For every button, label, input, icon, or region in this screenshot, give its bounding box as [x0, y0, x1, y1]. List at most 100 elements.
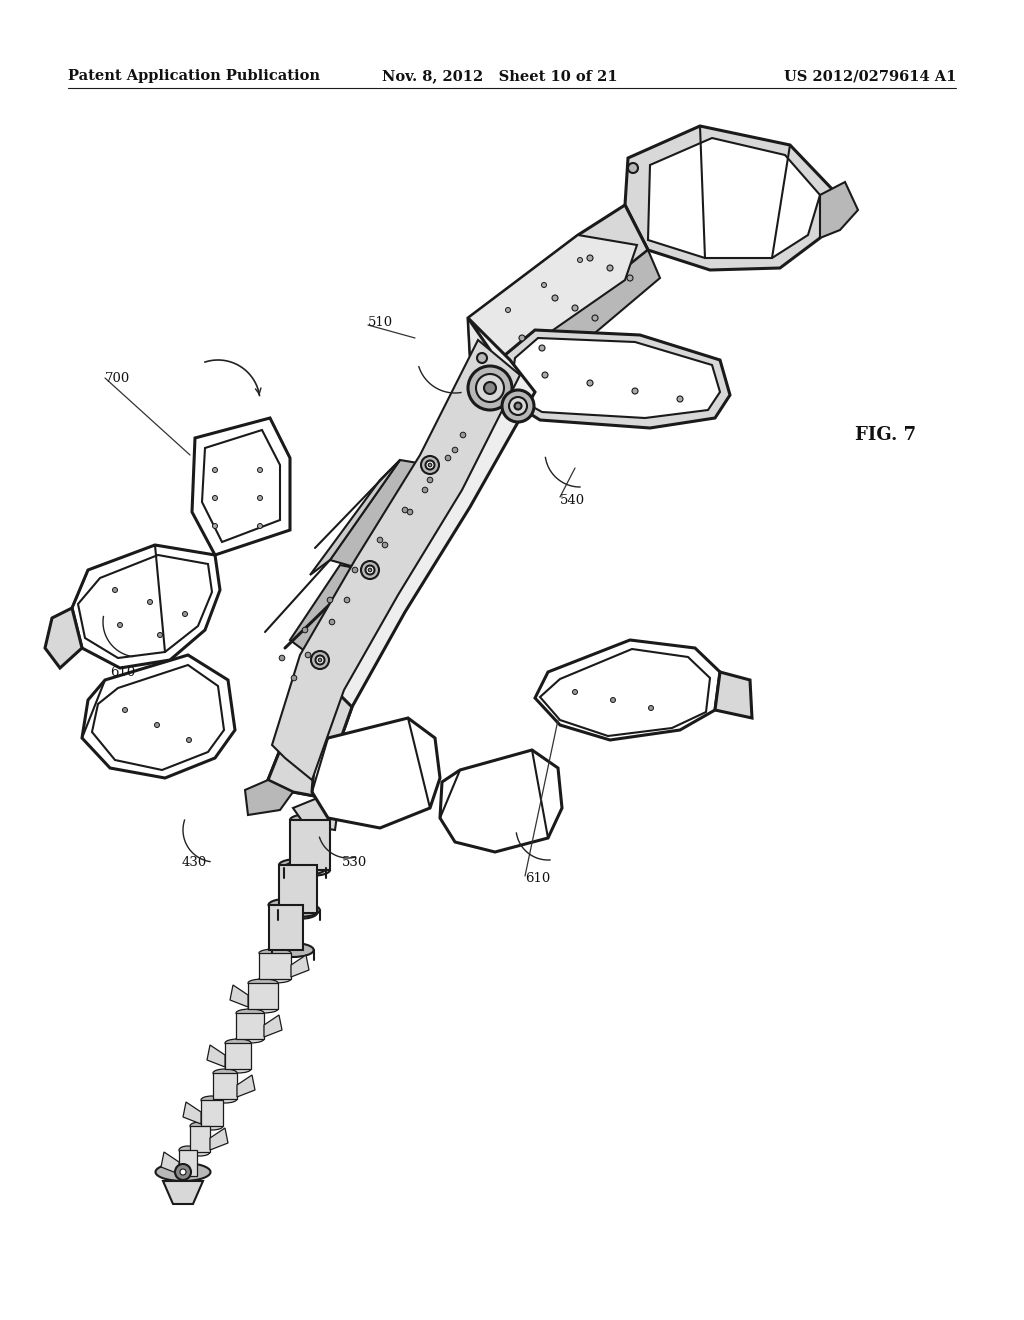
Text: Patent Application Publication: Patent Application Publication: [68, 69, 319, 83]
Text: FIG. 7: FIG. 7: [855, 426, 916, 444]
Circle shape: [502, 389, 534, 422]
Circle shape: [476, 374, 504, 403]
Polygon shape: [269, 906, 303, 950]
Circle shape: [506, 308, 511, 313]
Circle shape: [328, 597, 333, 603]
Circle shape: [607, 265, 613, 271]
Circle shape: [552, 294, 558, 301]
Circle shape: [402, 507, 408, 512]
Circle shape: [426, 461, 434, 470]
Polygon shape: [210, 1129, 228, 1150]
Circle shape: [587, 380, 593, 385]
Circle shape: [542, 372, 548, 378]
Polygon shape: [290, 820, 330, 870]
Polygon shape: [268, 318, 535, 797]
Ellipse shape: [290, 814, 330, 826]
Polygon shape: [163, 1181, 203, 1204]
Circle shape: [677, 396, 683, 403]
Circle shape: [280, 655, 285, 661]
Polygon shape: [264, 1015, 282, 1038]
Ellipse shape: [156, 1163, 211, 1181]
Polygon shape: [293, 797, 338, 830]
Circle shape: [311, 651, 329, 669]
Text: 540: 540: [560, 494, 585, 507]
Ellipse shape: [248, 1005, 278, 1012]
Circle shape: [485, 392, 490, 397]
Polygon shape: [183, 1102, 201, 1125]
Polygon shape: [648, 139, 820, 257]
Circle shape: [344, 597, 350, 603]
Polygon shape: [207, 1045, 225, 1067]
Text: 530: 530: [342, 855, 368, 869]
Circle shape: [369, 568, 372, 572]
Ellipse shape: [225, 1065, 251, 1073]
Polygon shape: [201, 1100, 223, 1126]
Polygon shape: [625, 125, 833, 271]
Circle shape: [578, 257, 583, 263]
Circle shape: [180, 1170, 186, 1175]
Circle shape: [484, 381, 496, 393]
Circle shape: [186, 738, 191, 742]
Ellipse shape: [268, 944, 303, 956]
Ellipse shape: [213, 1069, 237, 1077]
Ellipse shape: [225, 1039, 251, 1047]
Circle shape: [123, 708, 128, 713]
Circle shape: [257, 467, 262, 473]
Circle shape: [213, 467, 217, 473]
Ellipse shape: [201, 1122, 223, 1130]
Circle shape: [648, 705, 653, 710]
Circle shape: [147, 599, 153, 605]
Polygon shape: [45, 609, 82, 668]
Ellipse shape: [259, 975, 291, 983]
Polygon shape: [225, 1043, 251, 1069]
Ellipse shape: [201, 1096, 223, 1104]
Circle shape: [428, 463, 432, 467]
Circle shape: [445, 455, 451, 461]
Circle shape: [155, 722, 160, 727]
Polygon shape: [248, 983, 278, 1008]
Text: 510: 510: [368, 315, 393, 329]
Polygon shape: [312, 718, 440, 828]
Ellipse shape: [259, 949, 291, 957]
Polygon shape: [715, 672, 752, 718]
Circle shape: [627, 275, 633, 281]
Circle shape: [361, 561, 379, 579]
Polygon shape: [245, 780, 293, 814]
Ellipse shape: [271, 942, 313, 957]
Circle shape: [632, 388, 638, 393]
Ellipse shape: [278, 903, 319, 917]
Ellipse shape: [190, 1122, 210, 1130]
Circle shape: [498, 370, 503, 375]
Circle shape: [509, 397, 527, 414]
Circle shape: [257, 495, 262, 500]
Circle shape: [572, 689, 578, 694]
Ellipse shape: [236, 1035, 264, 1043]
Polygon shape: [820, 182, 858, 238]
Ellipse shape: [284, 861, 326, 875]
Polygon shape: [237, 1074, 255, 1097]
Circle shape: [352, 568, 357, 573]
Ellipse shape: [179, 1172, 197, 1180]
Circle shape: [113, 587, 118, 593]
Polygon shape: [279, 865, 317, 913]
Circle shape: [213, 495, 217, 500]
Circle shape: [175, 1164, 191, 1180]
Circle shape: [408, 510, 413, 515]
Circle shape: [572, 305, 578, 312]
Polygon shape: [236, 1012, 264, 1039]
Polygon shape: [82, 655, 234, 777]
Circle shape: [158, 632, 163, 638]
Polygon shape: [179, 1150, 197, 1176]
Circle shape: [539, 345, 545, 351]
Circle shape: [514, 403, 521, 409]
Polygon shape: [310, 459, 400, 576]
Ellipse shape: [248, 979, 278, 987]
Polygon shape: [230, 985, 248, 1007]
Polygon shape: [72, 545, 220, 668]
Polygon shape: [291, 954, 309, 977]
Polygon shape: [468, 205, 648, 360]
Circle shape: [422, 487, 428, 492]
Circle shape: [118, 623, 123, 627]
Ellipse shape: [268, 899, 303, 911]
Circle shape: [257, 524, 262, 528]
